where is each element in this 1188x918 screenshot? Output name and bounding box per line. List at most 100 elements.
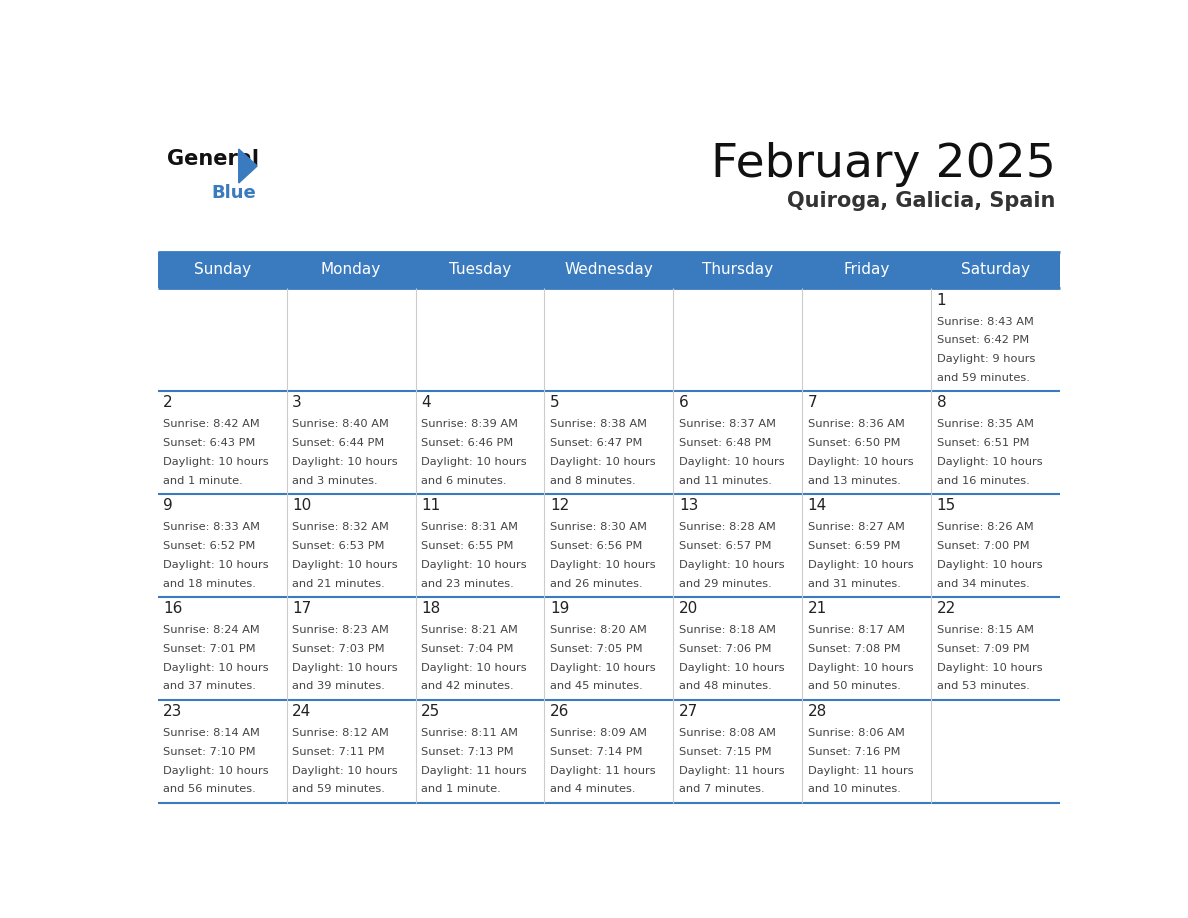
Text: Daylight: 11 hours: Daylight: 11 hours: [678, 766, 784, 776]
Bar: [674, 288, 802, 391]
Text: Sunrise: 8:18 AM: Sunrise: 8:18 AM: [678, 625, 776, 635]
Text: Sunset: 6:53 PM: Sunset: 6:53 PM: [292, 541, 385, 551]
Text: and 4 minutes.: and 4 minutes.: [550, 784, 636, 794]
Text: Sunset: 6:59 PM: Sunset: 6:59 PM: [808, 541, 901, 551]
Text: General: General: [166, 149, 259, 169]
Text: Sunrise: 8:23 AM: Sunrise: 8:23 AM: [292, 625, 388, 635]
Text: 22: 22: [936, 601, 956, 616]
Text: 4: 4: [421, 396, 431, 410]
Text: 25: 25: [421, 704, 441, 719]
Bar: [544, 288, 674, 391]
Bar: [286, 288, 416, 391]
Text: Friday: Friday: [843, 263, 890, 277]
Text: 1: 1: [936, 293, 947, 308]
Text: and 59 minutes.: and 59 minutes.: [292, 784, 385, 794]
Text: Sunrise: 8:32 AM: Sunrise: 8:32 AM: [292, 522, 388, 532]
Text: and 34 minutes.: and 34 minutes.: [936, 578, 1029, 588]
Bar: [931, 597, 1060, 700]
Text: Thursday: Thursday: [702, 263, 773, 277]
Text: Sunset: 6:42 PM: Sunset: 6:42 PM: [936, 335, 1029, 345]
Text: Monday: Monday: [321, 263, 381, 277]
Text: Daylight: 10 hours: Daylight: 10 hours: [421, 457, 526, 467]
Text: 10: 10: [292, 498, 311, 513]
Text: 5: 5: [550, 396, 560, 410]
Text: and 26 minutes.: and 26 minutes.: [550, 578, 643, 588]
Text: Sunrise: 8:38 AM: Sunrise: 8:38 AM: [550, 420, 647, 430]
Bar: [286, 700, 416, 803]
Text: Daylight: 10 hours: Daylight: 10 hours: [808, 457, 914, 467]
Text: Sunrise: 8:43 AM: Sunrise: 8:43 AM: [936, 317, 1034, 327]
Text: Sunset: 6:56 PM: Sunset: 6:56 PM: [550, 541, 643, 551]
Text: and 29 minutes.: and 29 minutes.: [678, 578, 771, 588]
Bar: [674, 494, 802, 597]
Text: and 39 minutes.: and 39 minutes.: [292, 681, 385, 691]
Text: 19: 19: [550, 601, 569, 616]
Bar: [158, 597, 286, 700]
Text: Sunrise: 8:36 AM: Sunrise: 8:36 AM: [808, 420, 904, 430]
Text: Sunrise: 8:06 AM: Sunrise: 8:06 AM: [808, 728, 904, 738]
Text: 14: 14: [808, 498, 827, 513]
Text: 20: 20: [678, 601, 699, 616]
Text: Sunset: 7:10 PM: Sunset: 7:10 PM: [163, 747, 255, 757]
Bar: [416, 597, 544, 700]
Text: 6: 6: [678, 396, 689, 410]
Bar: [286, 597, 416, 700]
Text: Sunset: 7:03 PM: Sunset: 7:03 PM: [292, 644, 385, 654]
Bar: [416, 391, 544, 494]
Text: Sunrise: 8:42 AM: Sunrise: 8:42 AM: [163, 420, 260, 430]
Text: Sunset: 6:46 PM: Sunset: 6:46 PM: [421, 438, 513, 448]
Text: Daylight: 10 hours: Daylight: 10 hours: [421, 560, 526, 570]
Bar: [544, 700, 674, 803]
Text: Sunset: 7:14 PM: Sunset: 7:14 PM: [550, 747, 643, 757]
Text: 17: 17: [292, 601, 311, 616]
Text: 16: 16: [163, 601, 183, 616]
Text: and 50 minutes.: and 50 minutes.: [808, 681, 901, 691]
Bar: [802, 597, 931, 700]
Text: and 31 minutes.: and 31 minutes.: [808, 578, 901, 588]
Text: Daylight: 11 hours: Daylight: 11 hours: [550, 766, 656, 776]
Text: and 7 minutes.: and 7 minutes.: [678, 784, 764, 794]
Text: Daylight: 10 hours: Daylight: 10 hours: [678, 663, 784, 673]
Text: Sunrise: 8:40 AM: Sunrise: 8:40 AM: [292, 420, 388, 430]
Bar: [416, 700, 544, 803]
Bar: [802, 391, 931, 494]
Bar: [802, 288, 931, 391]
Text: Sunrise: 8:24 AM: Sunrise: 8:24 AM: [163, 625, 260, 635]
Text: Sunrise: 8:17 AM: Sunrise: 8:17 AM: [808, 625, 905, 635]
Bar: [802, 252, 931, 288]
Text: Daylight: 10 hours: Daylight: 10 hours: [678, 457, 784, 467]
Text: and 3 minutes.: and 3 minutes.: [292, 476, 378, 486]
Bar: [931, 252, 1060, 288]
Text: Sunset: 7:08 PM: Sunset: 7:08 PM: [808, 644, 901, 654]
Text: Sunset: 7:00 PM: Sunset: 7:00 PM: [936, 541, 1029, 551]
Text: 2: 2: [163, 396, 173, 410]
Bar: [158, 288, 286, 391]
Text: Daylight: 10 hours: Daylight: 10 hours: [936, 457, 1042, 467]
Text: Daylight: 10 hours: Daylight: 10 hours: [678, 560, 784, 570]
Text: and 8 minutes.: and 8 minutes.: [550, 476, 636, 486]
Bar: [931, 288, 1060, 391]
Polygon shape: [239, 149, 257, 183]
Text: and 53 minutes.: and 53 minutes.: [936, 681, 1030, 691]
Text: and 11 minutes.: and 11 minutes.: [678, 476, 772, 486]
Text: Sunset: 6:50 PM: Sunset: 6:50 PM: [808, 438, 901, 448]
Text: 27: 27: [678, 704, 699, 719]
Text: Wednesday: Wednesday: [564, 263, 653, 277]
Text: 18: 18: [421, 601, 441, 616]
Text: Daylight: 10 hours: Daylight: 10 hours: [936, 663, 1042, 673]
Text: 24: 24: [292, 704, 311, 719]
Text: Daylight: 11 hours: Daylight: 11 hours: [808, 766, 914, 776]
Text: Sunrise: 8:35 AM: Sunrise: 8:35 AM: [936, 420, 1034, 430]
Text: and 21 minutes.: and 21 minutes.: [292, 578, 385, 588]
Text: Sunrise: 8:11 AM: Sunrise: 8:11 AM: [421, 728, 518, 738]
Text: Sunset: 7:09 PM: Sunset: 7:09 PM: [936, 644, 1029, 654]
Text: and 10 minutes.: and 10 minutes.: [808, 784, 901, 794]
Text: and 56 minutes.: and 56 minutes.: [163, 784, 255, 794]
Bar: [158, 391, 286, 494]
Bar: [802, 494, 931, 597]
Text: Sunset: 7:11 PM: Sunset: 7:11 PM: [292, 747, 385, 757]
Bar: [674, 391, 802, 494]
Text: Sunset: 6:52 PM: Sunset: 6:52 PM: [163, 541, 255, 551]
Bar: [158, 252, 286, 288]
Text: and 23 minutes.: and 23 minutes.: [421, 578, 513, 588]
